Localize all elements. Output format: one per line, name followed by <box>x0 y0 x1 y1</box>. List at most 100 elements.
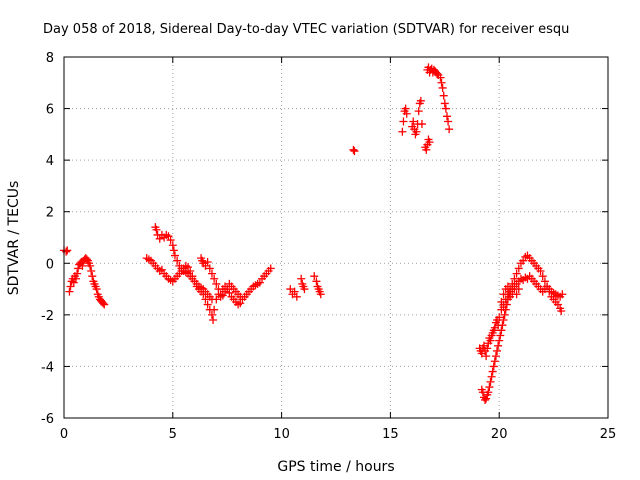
data-point <box>499 300 508 309</box>
data-point <box>349 145 358 154</box>
data-point <box>485 383 494 392</box>
data-point <box>501 305 510 314</box>
data-point <box>491 352 500 361</box>
data-point <box>297 274 306 283</box>
data-point <box>493 346 502 355</box>
data-point <box>207 269 216 278</box>
data-point <box>514 264 523 273</box>
data-point <box>558 290 567 299</box>
data-point <box>210 274 219 283</box>
data-point <box>169 246 178 255</box>
data-point <box>495 313 504 322</box>
data-point <box>416 96 425 105</box>
data-point <box>300 285 309 294</box>
data-point <box>498 321 507 330</box>
data-point <box>512 269 521 278</box>
data-point <box>78 261 87 270</box>
data-point <box>71 274 80 283</box>
data-point <box>499 316 508 325</box>
data-point <box>496 331 505 340</box>
data-point <box>209 316 218 325</box>
x-tick-label: 5 <box>169 427 177 442</box>
data-point <box>402 109 411 118</box>
y-tick-label: -6 <box>41 412 54 427</box>
data-point <box>497 326 506 335</box>
data-point <box>445 125 454 134</box>
data-point <box>438 83 447 92</box>
data-point <box>487 372 496 381</box>
data-point <box>74 264 83 273</box>
data-point <box>409 117 418 126</box>
data-point <box>170 251 179 260</box>
data-point <box>168 241 177 250</box>
data-point <box>444 117 453 126</box>
data-point <box>216 290 225 299</box>
data-point <box>437 78 446 87</box>
data-point <box>512 290 521 299</box>
data-point <box>152 225 161 234</box>
data-point <box>212 279 221 288</box>
data-point <box>203 300 212 309</box>
data-point <box>73 269 82 278</box>
x-tick-label: 10 <box>273 427 290 442</box>
data-point <box>292 292 301 301</box>
data-point <box>489 362 498 371</box>
chart-title: Day 058 of 2018, Sidereal Day-to-day VTE… <box>43 22 569 37</box>
x-tick-label: 15 <box>382 427 399 442</box>
axis-ticks: 0 5 10 15 20 25 -6 -4 -2 0 2 4 6 8 <box>41 51 616 442</box>
y-tick-label: 4 <box>46 154 54 169</box>
data-point <box>422 145 431 154</box>
data-point <box>500 310 509 319</box>
data-point <box>401 104 410 113</box>
y-tick-label: 6 <box>46 103 54 118</box>
data-point <box>63 246 72 255</box>
data-point <box>488 367 497 376</box>
data-point <box>207 295 216 304</box>
data-point <box>514 285 523 294</box>
data-point <box>316 290 325 299</box>
data-point <box>100 300 109 309</box>
data-point <box>557 306 566 315</box>
data-point <box>210 305 219 314</box>
data-point <box>86 261 95 270</box>
y-axis-label: SDTVAR / TECUs <box>6 181 22 296</box>
data-point <box>399 117 408 126</box>
data-point <box>92 285 101 294</box>
data-point <box>350 147 359 156</box>
data-point <box>65 287 74 296</box>
data-point <box>312 277 321 286</box>
x-tick-label: 25 <box>600 427 617 442</box>
x-axis-label: GPS time / hours <box>277 459 394 475</box>
data-point <box>207 310 216 319</box>
grid-lines <box>64 57 608 418</box>
y-tick-label: 0 <box>46 257 54 272</box>
data-point <box>442 112 451 121</box>
x-tick-label: 20 <box>491 427 508 442</box>
data-point <box>166 236 175 245</box>
data-point <box>441 104 450 113</box>
y-tick-label: -2 <box>41 309 54 324</box>
data-point <box>506 292 515 301</box>
data-point <box>439 91 448 100</box>
data-point <box>425 138 434 147</box>
data-point <box>286 285 295 294</box>
data-points <box>60 63 567 404</box>
data-point <box>490 357 499 366</box>
data-point <box>436 73 445 82</box>
data-point <box>266 264 275 273</box>
data-point <box>398 127 407 136</box>
data-point <box>482 394 491 403</box>
data-point <box>414 107 423 116</box>
data-point <box>486 377 495 386</box>
data-point <box>486 336 495 345</box>
data-point <box>540 277 549 286</box>
data-point <box>310 272 319 281</box>
data-point <box>87 267 96 276</box>
data-point <box>440 99 449 108</box>
y-tick-label: 2 <box>46 206 54 221</box>
y-tick-label: -4 <box>41 360 54 375</box>
data-point <box>494 341 503 350</box>
data-point <box>482 352 491 361</box>
data-point <box>417 120 426 129</box>
